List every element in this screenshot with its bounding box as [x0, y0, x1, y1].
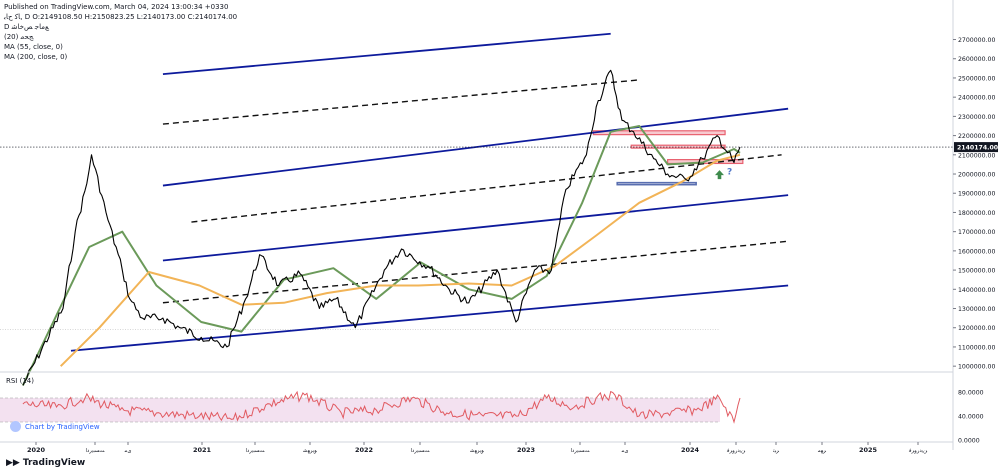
published-line: Published on TradingView.com, March 04, … [4, 3, 229, 11]
rsi-layer [0, 390, 741, 424]
watermark[interactable]: Chart by TradingView [10, 421, 100, 432]
price-tick-label: 1100000.00 [958, 344, 995, 351]
brand[interactable]: ▶▶ TradingView [6, 458, 85, 468]
annotation-layer: ? [714, 167, 732, 180]
axes-layer: 2700000.00 2600000.00 2500000.00 2400000.00… [0, 0, 998, 454]
price-tick-label: 1000000.00 [958, 364, 995, 371]
time-tick-label: ﯼﻣ [124, 448, 132, 454]
time-tick-label: ﺖﺴﺒﯾﺭﺩﺍ [571, 448, 591, 454]
channel-line [162, 32, 611, 76]
price-tick-label: 1800000.00 [958, 210, 995, 217]
rsi-tick-label: 40.0000 [958, 414, 984, 421]
time-tick-label: 2020 [27, 446, 46, 454]
time-tick-label: 2024 [681, 446, 700, 454]
channel-midline [191, 154, 782, 223]
question-mark-icon: ? [727, 167, 732, 177]
channel-line [70, 284, 789, 352]
rsi-label[interactable]: RSI (14) [6, 377, 34, 385]
price-tick-label: 1700000.00 [958, 229, 995, 236]
last-price-label: 2140174.00 [957, 145, 998, 152]
price-tick-label: 1400000.00 [958, 287, 995, 294]
time-tick-label: ﻮﯾﺮﻬﺷ [302, 448, 317, 454]
rsi-tick-label: 80.0000 [958, 390, 984, 397]
time-tick-label: 2021 [193, 446, 212, 454]
time-tick-label: ﻮﯾﺮﻬﺷ [469, 448, 484, 454]
price-tick-label: 2200000.00 [958, 133, 995, 140]
channel-midline [162, 79, 640, 125]
price-tick-label: 1200000.00 [958, 325, 995, 332]
price-tick-label: 2700000.00 [958, 37, 995, 44]
rsi-tick-label: 0.0000 [958, 438, 980, 445]
price-tick-label: 2100000.00 [958, 152, 995, 159]
resistance-zone [630, 144, 726, 149]
price-tick-label: 1300000.00 [958, 306, 995, 313]
time-tick-label: ﺖﺴﺒﯾﺭﺩﺍ [86, 448, 106, 454]
last-price-tag [954, 142, 998, 153]
chart-header: Published on TradingView.com, March 04, … [4, 2, 237, 62]
price-tick-label: 2000000.00 [958, 172, 995, 179]
channel-line [162, 194, 789, 262]
time-tick-label: 2023 [517, 446, 535, 454]
price-tick-label: 1900000.00 [958, 191, 995, 198]
price-tick-label: 2300000.00 [958, 114, 995, 121]
ohlc-line: ﺎﻛ ﺡﺎﺑ, D O:2149108.50 H:2150823.25 L:21… [4, 13, 238, 21]
brand-text: TradingView [22, 458, 86, 468]
time-tick-label: ﺖﺴﺒﯾﺭﺩﺍ [411, 448, 431, 454]
indicator-period[interactable]: (20) ﺞﺤﻣ [4, 33, 34, 41]
ma55-line [21, 125, 741, 386]
time-tick-label: 2025 [859, 446, 878, 454]
arrow-up-icon [714, 170, 724, 180]
rsi-line [22, 390, 741, 424]
time-tick-label: ﯼﻣ [621, 448, 629, 454]
price-line [22, 69, 741, 386]
tradingview-logo-icon [10, 421, 21, 432]
price-tick-label: 2600000.00 [958, 56, 995, 63]
series-layer [21, 69, 741, 386]
ma55-legend[interactable]: MA (55, close, 0) [4, 43, 63, 51]
time-tick-label: ﻦﯾﺩﺭﻭﺮﻓ [908, 448, 927, 454]
watermark-text: Chart by TradingView [25, 422, 100, 431]
rsi-band [0, 398, 720, 422]
tv-icon: ▶▶ [6, 458, 20, 468]
time-tick-label: ﺮﻬﻣ [817, 448, 826, 454]
time-tick-label: 2022 [355, 446, 373, 454]
time-tick-label: ﻦﯾﺩﺭﻭﺮﻓ [726, 448, 745, 454]
price-tick-label: 1600000.00 [958, 248, 995, 255]
channel-line [162, 107, 789, 187]
time-tick-label: ﺖﺴﺒﯾﺭﺩﺍ [246, 448, 266, 454]
ma200-legend[interactable]: MA (200, close, 0) [4, 53, 68, 61]
price-tick-label: 2500000.00 [958, 75, 995, 82]
trendlines-layer [70, 32, 789, 352]
channel-midline [162, 240, 789, 304]
ma200-line [59, 153, 741, 367]
price-tick-label: 1500000.00 [958, 268, 995, 275]
support-line [616, 181, 697, 186]
symbol-line[interactable]: D ﻊﻣﺎﺟ ﺺﺧﺎﺷ [4, 23, 49, 31]
price-tick-label: 2400000.00 [958, 95, 995, 102]
time-tick-label: ﺮﯿﺗ [772, 448, 779, 454]
